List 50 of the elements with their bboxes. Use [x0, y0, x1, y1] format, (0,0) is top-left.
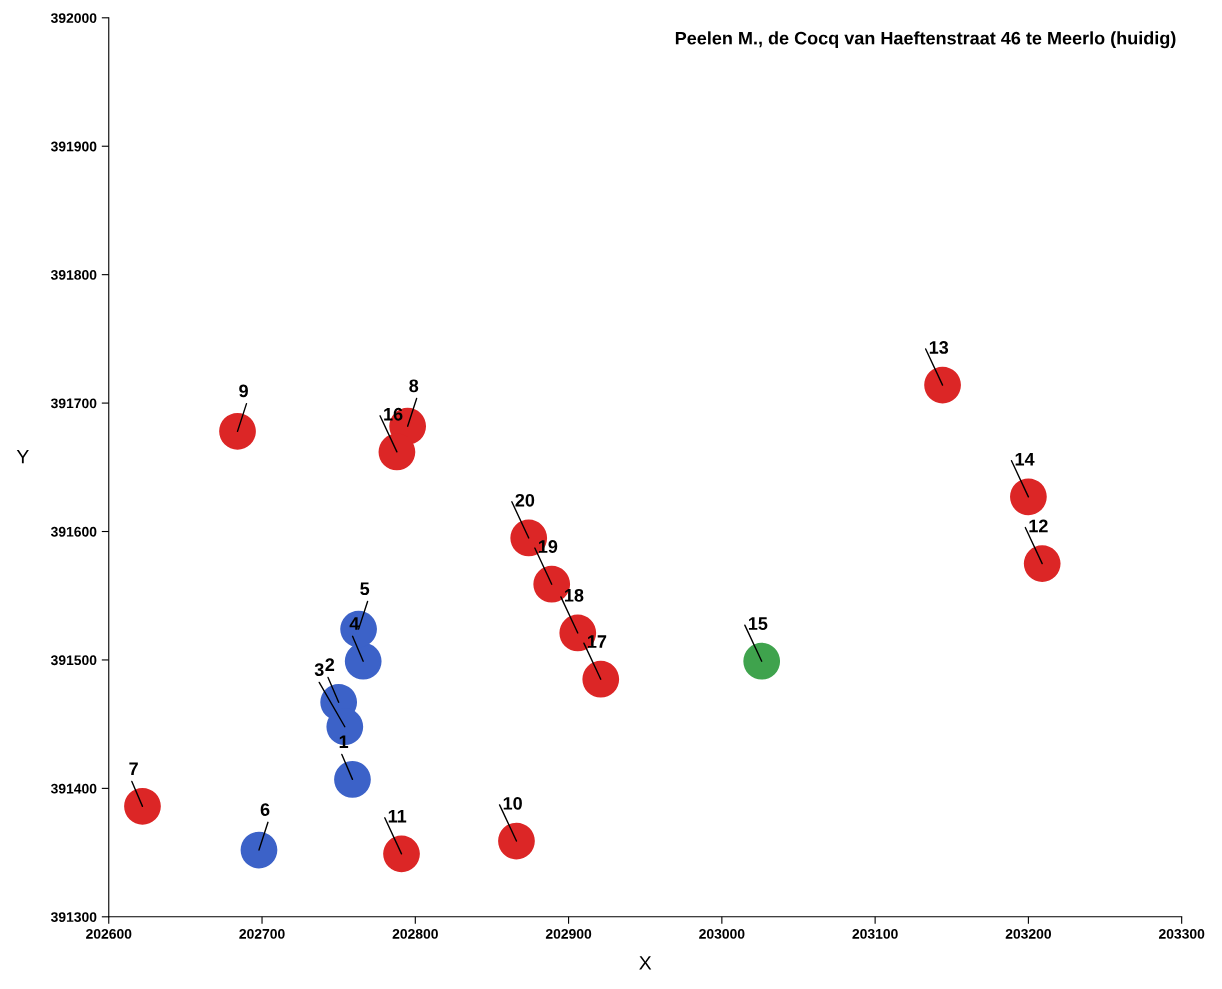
y-tick-label: 391600	[50, 526, 97, 537]
annotation: 13	[929, 341, 949, 354]
point	[124, 787, 161, 825]
point	[240, 831, 278, 869]
point	[219, 412, 256, 450]
y-tick-label: 391300	[50, 912, 97, 922]
point	[1010, 478, 1047, 516]
annotation: 12	[1029, 519, 1048, 533]
annotation: 9	[239, 384, 248, 398]
y-tick-label: 391900	[50, 141, 97, 152]
text: Peelen M., de Cocq van Haeftenstraat 46 te Meerlo (huidig)	[675, 31, 1176, 49]
point	[378, 433, 416, 471]
point	[1023, 545, 1061, 582]
x-tick-label: 203000	[699, 928, 745, 939]
y-tick-label: 391700	[50, 398, 97, 409]
x-axis-title: X	[639, 956, 652, 970]
y-tick-label: 391500	[50, 655, 97, 666]
annotation: 18	[565, 588, 584, 602]
x-tick-label: 203100	[852, 928, 898, 939]
annotation: 14	[1015, 452, 1035, 466]
annotation: 20	[515, 493, 535, 507]
annotation: 15	[748, 617, 768, 630]
annotation: 5	[360, 582, 370, 596]
annotation: 6	[260, 803, 270, 816]
annotation: 2	[325, 658, 335, 671]
y-axis-title: Y	[16, 449, 29, 464]
point	[582, 660, 620, 698]
point	[344, 642, 382, 680]
point	[498, 822, 535, 860]
point	[383, 835, 420, 873]
annotation: 8	[409, 379, 419, 393]
x-tick-label: 202700	[239, 928, 285, 939]
annotation: 7	[129, 762, 138, 775]
point	[334, 761, 371, 798]
point	[743, 642, 781, 680]
x-tick-label: 202600	[86, 928, 132, 939]
x-tick-label: 202900	[545, 928, 592, 939]
x-tick-label: 203300	[1158, 928, 1205, 939]
y-tick-label: 391400	[50, 783, 97, 794]
point	[340, 610, 377, 648]
y-tick-label: 392000	[50, 13, 97, 23]
annotation: 10	[503, 796, 522, 810]
annotation: 3	[314, 663, 324, 677]
annotation: 4	[349, 617, 360, 630]
y-tick-label: 391800	[50, 269, 97, 280]
point	[924, 366, 961, 404]
annotation: 11	[388, 810, 407, 823]
x-tick-label: 203200	[1005, 928, 1052, 939]
point	[326, 708, 364, 746]
x-tick-label: 202800	[392, 928, 438, 939]
